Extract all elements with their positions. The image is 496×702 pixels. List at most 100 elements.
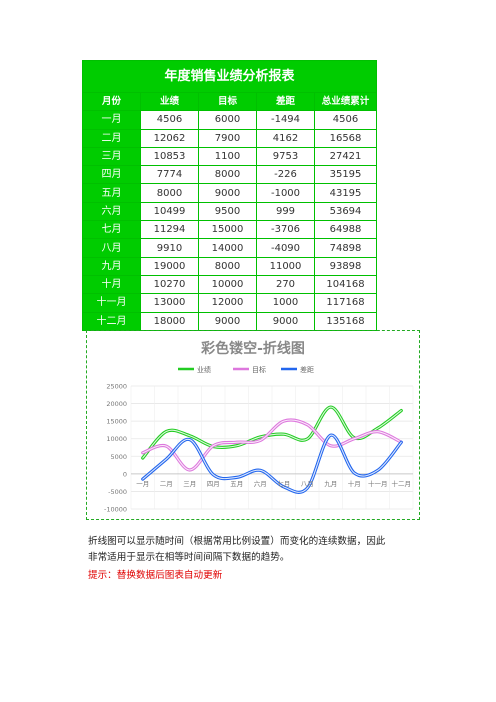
- x-tick-label: 十一月: [368, 479, 388, 488]
- value-cell: 11000: [256, 256, 315, 276]
- value-cell: 74898: [314, 238, 377, 258]
- value-cell: 10270: [140, 274, 199, 295]
- legend-label: 差距: [300, 365, 314, 374]
- month-cell: 十一月: [82, 293, 141, 313]
- column-header: 目标: [198, 91, 257, 112]
- month-cell: 六月: [82, 201, 141, 222]
- value-cell: 8000: [198, 165, 257, 185]
- value-cell: 10853: [140, 146, 199, 167]
- value-cell: 1100: [198, 146, 257, 167]
- table-row: 四月 7774 8000 -226 35195: [82, 165, 377, 185]
- value-cell: 9753: [256, 146, 315, 167]
- month-cell: 三月: [82, 146, 141, 167]
- column-header: 月份: [82, 91, 141, 112]
- month-cell: 四月: [82, 165, 141, 185]
- value-cell: 10000: [198, 274, 257, 295]
- table-row: 三月 10853 1100 9753 27421: [82, 146, 377, 167]
- value-cell: 8000: [198, 256, 257, 276]
- table-row: 十月 10270 10000 270 104168: [82, 274, 377, 295]
- column-header: 业绩: [140, 91, 199, 112]
- value-cell: 16568: [314, 128, 377, 148]
- month-cell: 九月: [82, 256, 141, 276]
- value-cell: 53694: [314, 201, 377, 222]
- table-row: 十二月 18000 9000 9000 135168: [82, 311, 377, 331]
- value-cell: -4090: [256, 238, 315, 258]
- value-cell: -226: [256, 165, 315, 185]
- month-cell: 五月: [82, 183, 141, 203]
- value-cell: 4162: [256, 128, 315, 148]
- month-cell: 十二月: [82, 311, 141, 331]
- value-cell: 1000: [256, 293, 315, 313]
- table-row: 五月 8000 9000 -1000 43195: [82, 183, 377, 203]
- value-cell: 9000: [198, 183, 257, 203]
- value-cell: 135168: [314, 311, 377, 331]
- table-row: 六月 10499 9500 999 53694: [82, 201, 377, 222]
- table-row: 八月 9910 14000 -4090 74898: [82, 238, 377, 258]
- x-tick-label: 十二月: [392, 479, 412, 488]
- value-cell: 12062: [140, 128, 199, 148]
- x-tick-label: 二月: [160, 480, 173, 488]
- chart-description: 折线图可以显示随时间（根据常用比例设置）而变化的连续数据，因此非常适用于显示在相…: [88, 536, 386, 563]
- value-cell: -1000: [256, 183, 315, 203]
- sales-report-table: 年度销售业绩分析报表 月份 业绩 目标 差距 总业绩累计 一月 4506 6000 -1494…: [82, 60, 377, 331]
- column-header: 差距: [256, 91, 315, 112]
- month-cell: 一月: [82, 110, 141, 130]
- value-cell: 9000: [256, 311, 315, 331]
- value-cell: 15000: [198, 220, 257, 240]
- y-tick-label: 10000: [106, 435, 127, 443]
- table-row: 七月 11294 15000 -3706 64988: [82, 220, 377, 240]
- x-tick-label: 五月: [230, 480, 243, 488]
- value-cell: 43195: [314, 183, 377, 203]
- y-tick-label: 25000: [106, 383, 127, 391]
- update-tip: 提示：替换数据后图表自动更新: [88, 570, 223, 581]
- table-row: 二月 12062 7900 4162 16568: [82, 128, 377, 148]
- month-cell: 八月: [82, 238, 141, 258]
- chart-title: 彩色镂空-折线图: [200, 340, 305, 357]
- value-cell: 7774: [140, 165, 199, 185]
- value-cell: 35195: [314, 165, 377, 185]
- table-row: 九月 19000 8000 11000 93898: [82, 256, 377, 276]
- y-tick-label: 15000: [106, 418, 127, 426]
- value-cell: 11294: [140, 220, 199, 240]
- value-cell: 4506: [314, 110, 377, 130]
- line-chart-frame: 彩色镂空-折线图 业绩 目标 差距 25000 20000 15000 10000 5000 0 -…: [86, 330, 420, 520]
- x-tick-label: 七月: [277, 479, 290, 488]
- x-tick-label: 八月: [301, 480, 314, 488]
- value-cell: 4506: [140, 110, 199, 130]
- value-cell: 999: [256, 201, 315, 222]
- month-cell: 七月: [82, 220, 141, 240]
- table-row: 十一月 13000 12000 1000 117168: [82, 293, 377, 313]
- x-tick-label: 十月: [348, 479, 361, 488]
- x-tick-label: 九月: [324, 479, 337, 488]
- value-cell: 117168: [314, 293, 377, 313]
- month-cell: 二月: [82, 128, 141, 148]
- y-tick-label: 20000: [106, 400, 127, 408]
- value-cell: 27421: [314, 146, 377, 167]
- value-cell: 6000: [198, 110, 257, 130]
- value-cell: 93898: [314, 256, 377, 276]
- series-line-core: [142, 419, 402, 471]
- value-cell: 9500: [198, 201, 257, 222]
- table-row: 一月 4506 6000 -1494 4506: [82, 110, 377, 130]
- value-cell: 270: [256, 274, 315, 295]
- value-cell: 7900: [198, 128, 257, 148]
- month-cell: 十月: [82, 274, 141, 295]
- value-cell: 18000: [140, 311, 199, 331]
- value-cell: 104168: [314, 274, 377, 295]
- y-tick-label: 5000: [110, 453, 127, 461]
- legend-label: 目标: [252, 365, 266, 374]
- legend-label: 业绩: [197, 365, 211, 374]
- value-cell: 19000: [140, 256, 199, 276]
- value-cell: 10499: [140, 201, 199, 222]
- value-cell: -3706: [256, 220, 315, 240]
- x-tick-label: 六月: [254, 479, 267, 488]
- value-cell: 9000: [198, 311, 257, 331]
- y-tick-label: -10000: [104, 506, 127, 514]
- value-cell: 12000: [198, 293, 257, 313]
- y-tick-label: -5000: [108, 488, 127, 496]
- series-line-core: [142, 434, 402, 493]
- value-cell: 8000: [140, 183, 199, 203]
- table-header-row: 月份 业绩 目标 差距 总业绩累计: [82, 91, 377, 112]
- table-title: 年度销售业绩分析报表: [82, 60, 377, 93]
